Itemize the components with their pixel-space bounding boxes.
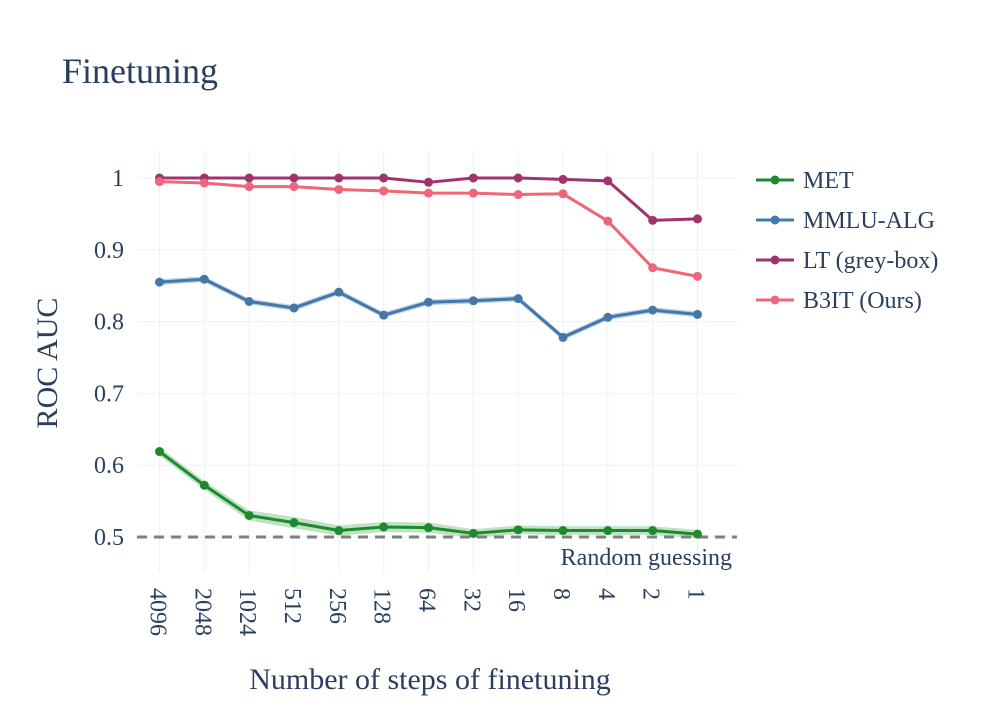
- x-tick-label: 512: [279, 588, 305, 624]
- legend-marker-1: [770, 215, 780, 225]
- point-3-10: [603, 216, 613, 226]
- chart-title: Finetuning: [62, 51, 218, 91]
- x-tick-label: 4: [593, 588, 619, 600]
- point-3-5: [379, 186, 389, 196]
- point-2-9: [558, 174, 568, 184]
- legend-marker-0: [770, 175, 780, 185]
- x-axis-label: Number of steps of finetuning: [249, 663, 611, 696]
- x-tick-label: 2048: [189, 588, 215, 636]
- point-2-12: [693, 214, 702, 224]
- point-0-9: [558, 526, 568, 536]
- y-tick-label: 0.9: [94, 238, 124, 264]
- point-1-10: [603, 312, 613, 322]
- point-2-5: [379, 173, 389, 183]
- point-2-3: [289, 173, 299, 183]
- y-axis-label: ROC AUC: [31, 298, 64, 429]
- x-tick-label: 128: [369, 588, 395, 624]
- y-tick-label: 1: [112, 166, 124, 192]
- point-0-7: [468, 528, 478, 538]
- x-tick-label: 64: [414, 588, 440, 612]
- y-tick-label: 0.5: [94, 525, 124, 551]
- x-tick-label: 256: [324, 588, 350, 624]
- point-1-0: [155, 277, 164, 287]
- point-1-3: [289, 303, 299, 313]
- point-0-0: [155, 447, 164, 457]
- point-1-6: [424, 297, 433, 307]
- x-tick-label: 8: [548, 588, 574, 600]
- point-2-6: [424, 177, 433, 187]
- point-2-2: [244, 173, 254, 183]
- x-tick-label: 2: [638, 588, 664, 600]
- reference-line-group: Random guessing: [137, 535, 737, 571]
- x-tick-label: 32: [458, 588, 484, 612]
- point-1-4: [334, 287, 344, 297]
- point-2-7: [468, 173, 478, 183]
- point-1-2: [244, 296, 254, 306]
- legend-marker-2: [770, 255, 780, 265]
- point-3-3: [289, 182, 299, 192]
- legend[interactable]: MET MMLU-ALG LT (grey-box) B3IT (Ours): [756, 168, 938, 314]
- point-2-11: [648, 215, 658, 225]
- y-tick-label: 0.6: [94, 453, 124, 479]
- point-3-0: [155, 177, 164, 187]
- point-0-8: [513, 525, 523, 535]
- legend-label-2: LT (grey-box): [803, 248, 938, 274]
- point-3-1: [199, 178, 209, 188]
- point-3-6: [424, 188, 433, 198]
- point-3-4: [334, 184, 344, 194]
- point-3-7: [468, 188, 478, 198]
- point-0-10: [603, 526, 613, 536]
- point-0-6: [424, 523, 433, 533]
- point-2-10: [603, 176, 613, 186]
- y-tick-label: 0.8: [94, 310, 124, 336]
- point-3-12: [693, 271, 702, 281]
- x-tick-label: 4096: [145, 588, 171, 636]
- x-tick-labels: 4096 2048 1024 512 256 128 64 32 16 8 4 2 1: [145, 588, 709, 636]
- point-0-4: [334, 526, 344, 536]
- point-1-9: [558, 332, 568, 342]
- point-2-4: [334, 173, 344, 183]
- x-tick-label: 16: [503, 588, 529, 612]
- point-1-7: [468, 296, 478, 306]
- point-0-12: [693, 529, 702, 539]
- y-tick-labels: 0.5 0.6 0.7 0.8 0.9 1: [94, 166, 124, 551]
- point-1-1: [199, 274, 209, 284]
- point-3-9: [558, 189, 568, 199]
- legend-label-1: MMLU-ALG: [803, 208, 935, 234]
- point-3-8: [513, 190, 523, 200]
- point-3-11: [648, 263, 658, 273]
- point-1-5: [379, 310, 389, 320]
- legend-marker-3: [770, 295, 780, 305]
- point-0-11: [648, 526, 658, 536]
- point-1-12: [693, 309, 702, 319]
- legend-label-0: MET: [803, 168, 854, 194]
- y-tick-label: 0.7: [94, 381, 124, 407]
- point-3-2: [244, 182, 254, 192]
- x-tick-label: 1: [683, 588, 709, 600]
- point-0-2: [244, 510, 254, 520]
- point-0-1: [199, 480, 209, 490]
- x-tick-label: 1024: [234, 588, 260, 636]
- point-1-8: [513, 294, 523, 304]
- legend-label-3: B3IT (Ours): [803, 288, 922, 314]
- point-1-11: [648, 305, 658, 315]
- point-0-5: [379, 522, 389, 532]
- point-0-3: [289, 518, 299, 528]
- series-group: [155, 173, 702, 539]
- random-guessing-label: Random guessing: [561, 545, 732, 571]
- point-2-8: [513, 173, 523, 183]
